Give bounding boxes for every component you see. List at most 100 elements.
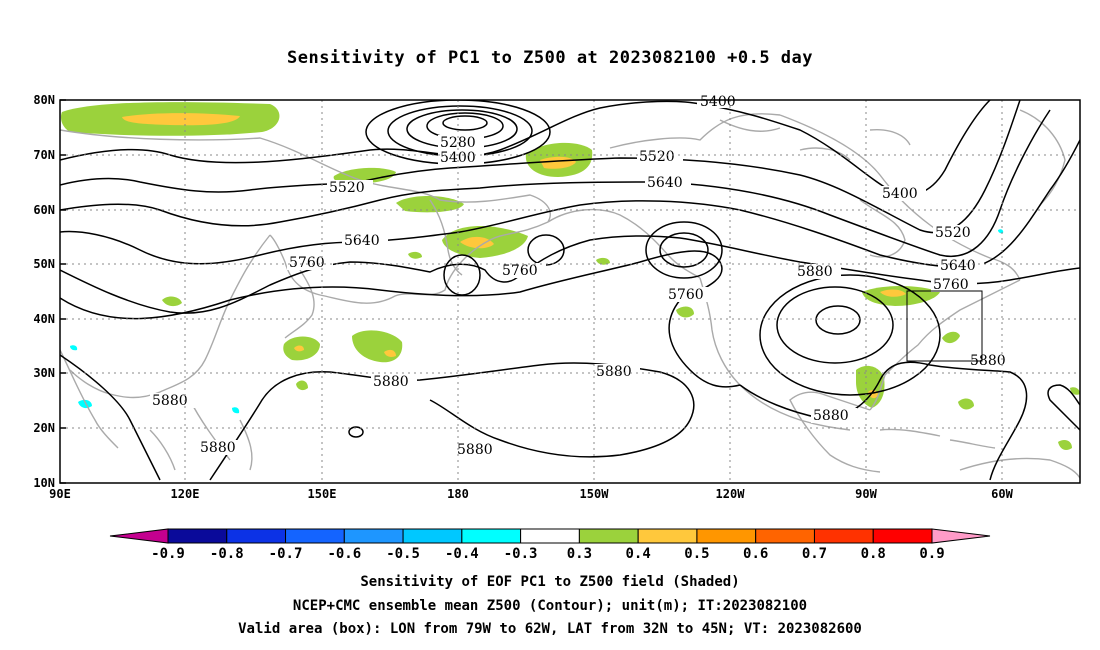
shade-atlantic [942,331,960,344]
colorbar-label: 0.8 [861,546,886,562]
shade-taiwan [296,380,308,391]
shade-bering-small [408,251,422,259]
coast-gulf [789,391,881,473]
contour-5880 [60,354,161,481]
colorbar-label: -0.3 [504,546,538,562]
label-5640-right: 5640 [940,258,976,274]
label-5760-mid: 5760 [502,263,538,279]
colorbar-swatch [402,528,463,544]
coast-japan [284,269,315,339]
contour-5760-cutoff [645,221,723,279]
contour-5940-high [815,305,861,335]
lat-label-80n: 80N [33,93,55,107]
colorbar-swatch [755,528,815,544]
colorbar-swatch [285,528,345,544]
lat-axis [60,99,66,484]
label-5880-right: 5880 [970,353,1006,369]
map-frame [59,99,1081,484]
contour-5880-small [348,426,364,438]
colorbar-label: 0.3 [567,546,592,562]
label-5760-left: 5760 [289,255,325,271]
label-5640-left: 5640 [344,233,380,249]
lon-label-90e: 90E [49,487,71,501]
valid-area-box [906,290,983,362]
contour-5820 [60,250,741,388]
colorbar-label: 0.7 [802,546,827,562]
colorbar-label: -0.6 [327,546,361,562]
lon-label-150w: 150W [580,487,610,501]
colorbar-min-triangle [109,528,169,544]
shade-california [676,306,694,318]
label-5880-b: 5880 [596,364,632,380]
colorbar-swatch [343,528,404,544]
contour-5400-b [699,100,991,196]
colorbar-swatch [813,528,874,544]
shade-okhotsk [396,195,464,213]
lon-labels: 90E 120E 150E 180 150W 120W 90W 60W [49,487,1013,501]
label-5880-c: 5880 [152,393,188,409]
colorbar-label: -0.5 [386,546,420,562]
coast-caribbean [879,428,996,449]
lon-label-90w: 90W [855,487,877,501]
shade-gulf-alaska [596,257,610,265]
colorbar-label: 0.4 [626,546,651,562]
contour-5400 [60,100,701,164]
label-5880-f: 5880 [813,408,849,424]
caption-line-2: NCEP+CMC ensemble mean Z500 (Contour); u… [292,598,808,614]
caption-line-1: Sensitivity of EOF PC1 to Z500 field (Sh… [360,574,740,590]
shade-neg-2 [232,407,240,414]
label-5400-top: 5400 [700,94,736,110]
contour-5880-d [1047,384,1080,431]
sensitivity-shading [60,102,1080,450]
colorbar-label: 0.6 [743,546,768,562]
map-title: Sensitivity of PC1 to Z500 at 2023082100… [286,48,813,68]
colorbar: -0.9 -0.8 -0.7 -0.6 -0.5 -0.4 -0.3 0.3 0.4 0.5 0.6… [109,528,991,562]
coast-samerica [959,457,1080,479]
coast-kamchatka [429,199,463,276]
shade-neg-3 [70,345,78,351]
lat-label-10n: 10N [33,476,55,490]
shade-atl-east [1058,440,1072,450]
coast-greenland [1019,109,1066,206]
colorbar-swatch [637,528,698,544]
colorbar-swatch [167,528,228,544]
lat-label-50n: 50N [33,257,55,271]
shade-pacific-w-core [384,349,396,357]
colorbar-max-triangle [931,528,991,544]
coast-asia-east [269,221,549,304]
shade-siberia [333,167,396,184]
coast-alaska [547,208,701,279]
label-5520-right: 5520 [935,225,971,241]
lon-label-120e: 120E [171,487,200,501]
colorbar-label: -0.4 [445,546,479,562]
label-5760-pacific: 5760 [668,287,704,303]
shade-india [78,399,92,409]
label-5880-e: 5880 [457,442,493,458]
label-5400-right: 5400 [882,186,918,202]
colorbar-swatch [578,528,639,544]
shade-pacific-w [352,330,403,363]
contour-5280-inner [442,115,488,131]
shade-arctic-west-core [122,113,240,126]
colorbar-swatch [461,528,522,544]
colorbar-label: -0.7 [269,546,303,562]
lat-label-60n: 60N [33,203,55,217]
shade-us-east-core [880,289,906,297]
colorbar-swatch [520,528,580,544]
shade-china [162,296,182,307]
contour-5880-b [209,362,695,481]
label-5880-pacific: 5880 [797,264,833,280]
colorbar-label: 0.9 [919,546,944,562]
coast-canada [779,114,1021,281]
colorbar-label: -0.8 [210,546,244,562]
caption-line-3: Valid area (box): LON from 79W to 62W, L… [238,621,862,637]
colorbar-label: -0.9 [151,546,185,562]
shade-caribbean [958,398,974,410]
contour-5920-high [776,286,894,364]
shade-japan-core [294,345,304,352]
colorbar-label: 0.5 [684,546,709,562]
label-5520-left: 5520 [329,180,365,196]
graticule [60,100,1080,483]
lat-label-20n: 20N [33,421,55,435]
